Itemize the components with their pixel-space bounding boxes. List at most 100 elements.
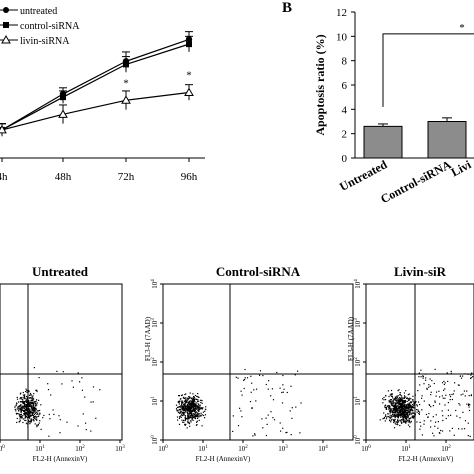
flow-dot <box>418 411 421 413</box>
flow-dot <box>187 412 189 414</box>
flow-dot <box>393 409 395 411</box>
flow-dot <box>398 408 400 410</box>
legend-label: untreated <box>20 6 57 17</box>
flow-dot <box>410 406 412 408</box>
flow-dot <box>28 416 30 418</box>
flow-dot <box>21 396 23 399</box>
line-x-tick-label: 96h <box>181 171 198 183</box>
flow-dot <box>33 408 35 410</box>
flow-dot <box>398 411 400 413</box>
flow-dot <box>390 410 392 412</box>
flow-dot <box>396 409 399 411</box>
flow-dot <box>56 370 58 372</box>
flow-dot <box>394 398 396 400</box>
flow-dot <box>272 399 275 401</box>
flow-dot <box>31 408 33 410</box>
bar-0 <box>363 125 403 159</box>
flow-dot <box>28 421 30 423</box>
flow-dot <box>191 399 193 401</box>
flow-dot <box>429 378 431 380</box>
flow-dot <box>462 393 464 395</box>
flow-dot <box>384 415 387 417</box>
flow-dot <box>37 412 39 414</box>
flow-dot <box>406 397 408 400</box>
flow-dot <box>402 410 404 412</box>
flow-dot <box>187 414 189 416</box>
flow-dot <box>24 414 26 416</box>
flow-dot <box>188 417 190 419</box>
flow-dot <box>30 404 32 407</box>
flow-dot <box>29 402 31 404</box>
flow-dot <box>25 413 27 415</box>
flow-dot <box>394 411 396 413</box>
flow-dot <box>25 390 27 393</box>
flow-dot <box>416 409 418 411</box>
flow-dot <box>29 411 31 413</box>
line-point <box>0 124 7 134</box>
flow-dot <box>26 407 28 409</box>
flow-dot <box>267 388 269 390</box>
flow-dot <box>20 409 22 411</box>
flow-dot <box>385 395 387 397</box>
flow-dot <box>81 377 83 379</box>
flow-dot <box>410 413 413 415</box>
flow-dot <box>34 415 37 417</box>
flow-dot <box>402 408 404 410</box>
flow-dot <box>409 404 411 406</box>
flow-dot <box>193 403 195 405</box>
flow-dot <box>26 391 28 393</box>
flow-dot <box>396 402 398 404</box>
flow-dot <box>31 398 33 400</box>
flow-dot <box>468 406 470 408</box>
flow-dot <box>85 429 87 431</box>
flow-dot <box>196 402 198 404</box>
flow-dot <box>198 396 200 398</box>
flow-dot <box>388 416 390 418</box>
flow-dot <box>401 413 403 415</box>
flow-dot <box>290 385 292 387</box>
flow-dot <box>181 405 183 407</box>
flow-dot <box>188 416 190 418</box>
flow-dot <box>197 399 199 401</box>
flow-dot <box>390 419 393 421</box>
flow-dot <box>265 434 267 437</box>
flow-dot <box>190 406 192 408</box>
flow-dot <box>389 416 391 418</box>
flow-dot <box>393 404 395 406</box>
legend-marker <box>1 34 11 44</box>
flow-dot <box>241 416 243 418</box>
flow-dot <box>268 380 270 382</box>
flow-dot <box>33 420 35 422</box>
flow-dot <box>394 402 396 404</box>
flow-dot <box>34 410 36 413</box>
flow-dot <box>423 383 425 385</box>
flow-dot <box>196 406 198 408</box>
flow-dot <box>406 405 408 407</box>
flow-dot <box>401 404 403 406</box>
flow-dot <box>26 403 28 405</box>
flow-dot <box>472 376 474 378</box>
flow-dot <box>451 398 453 401</box>
flow-dot <box>90 430 92 432</box>
flow-dot <box>26 413 28 415</box>
flow-dot <box>449 399 451 401</box>
flow-dot <box>250 375 252 377</box>
flow-dot <box>418 412 420 415</box>
flow-dot <box>193 396 195 398</box>
flow-dot <box>468 404 470 406</box>
flow-dot <box>185 398 187 400</box>
flow-dot <box>393 419 395 421</box>
flow-dot <box>402 413 404 415</box>
flow-dot <box>460 377 463 379</box>
flow-dot <box>281 402 284 404</box>
flow-dot <box>447 415 449 417</box>
flow-dot <box>29 414 31 416</box>
flow-dot <box>19 416 21 418</box>
flow-dot <box>197 393 199 395</box>
legend-marker <box>3 22 9 28</box>
flow-dot <box>450 414 452 416</box>
flow-dot <box>412 417 414 419</box>
flow-dot <box>397 411 399 413</box>
flow-dot <box>19 393 21 395</box>
flow-dot <box>397 399 399 401</box>
